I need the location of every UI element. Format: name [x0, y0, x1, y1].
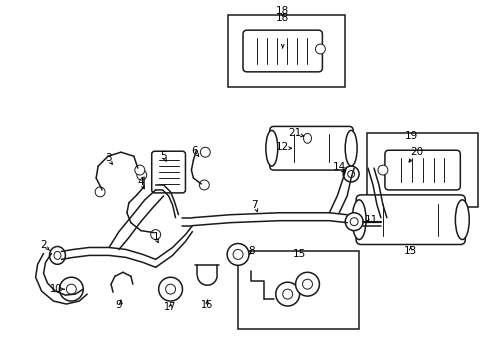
Ellipse shape — [302, 279, 312, 289]
Ellipse shape — [351, 200, 366, 239]
Text: 11: 11 — [364, 215, 377, 225]
Ellipse shape — [60, 277, 83, 301]
Ellipse shape — [49, 247, 65, 264]
Text: 3: 3 — [104, 153, 111, 163]
FancyBboxPatch shape — [355, 195, 464, 244]
Text: 10: 10 — [50, 284, 62, 294]
Text: 5: 5 — [160, 151, 166, 161]
Ellipse shape — [226, 243, 248, 265]
Ellipse shape — [165, 284, 175, 294]
Text: 19: 19 — [404, 131, 417, 141]
Ellipse shape — [295, 272, 319, 296]
Text: 1: 1 — [152, 231, 159, 242]
Ellipse shape — [282, 289, 292, 299]
Ellipse shape — [315, 44, 325, 54]
Ellipse shape — [343, 166, 358, 182]
Text: 6: 6 — [191, 146, 197, 156]
Ellipse shape — [95, 187, 105, 197]
Bar — [366, 133, 477, 207]
Text: 15: 15 — [292, 249, 305, 260]
FancyBboxPatch shape — [269, 126, 352, 170]
Ellipse shape — [345, 130, 356, 166]
Text: 21: 21 — [287, 129, 301, 138]
Ellipse shape — [265, 130, 277, 166]
FancyBboxPatch shape — [384, 150, 459, 190]
Text: 7: 7 — [251, 200, 258, 210]
Ellipse shape — [233, 249, 243, 260]
Ellipse shape — [345, 213, 362, 231]
Text: 2: 2 — [40, 240, 47, 251]
Ellipse shape — [200, 147, 210, 157]
Bar — [228, 15, 345, 87]
Text: 13: 13 — [403, 247, 416, 256]
Ellipse shape — [66, 284, 76, 294]
FancyBboxPatch shape — [151, 151, 185, 193]
Text: 14: 14 — [332, 162, 345, 172]
Text: 18: 18 — [276, 13, 289, 23]
Ellipse shape — [135, 165, 144, 175]
Ellipse shape — [158, 277, 182, 301]
Text: 4: 4 — [137, 177, 144, 187]
Text: 18: 18 — [276, 6, 289, 16]
Ellipse shape — [303, 133, 311, 143]
Ellipse shape — [454, 200, 468, 239]
Text: 20: 20 — [409, 147, 422, 157]
Text: 8: 8 — [248, 247, 255, 256]
Ellipse shape — [137, 170, 146, 180]
Bar — [238, 251, 358, 329]
Ellipse shape — [377, 165, 387, 175]
Ellipse shape — [347, 171, 354, 177]
Text: 9: 9 — [116, 300, 122, 310]
Text: 17: 17 — [164, 302, 176, 312]
Text: 16: 16 — [201, 300, 213, 310]
Ellipse shape — [349, 218, 357, 226]
FancyBboxPatch shape — [243, 30, 322, 72]
Ellipse shape — [275, 282, 299, 306]
Text: 12: 12 — [276, 142, 289, 152]
Ellipse shape — [199, 180, 209, 190]
Ellipse shape — [54, 251, 61, 260]
Ellipse shape — [150, 230, 161, 239]
